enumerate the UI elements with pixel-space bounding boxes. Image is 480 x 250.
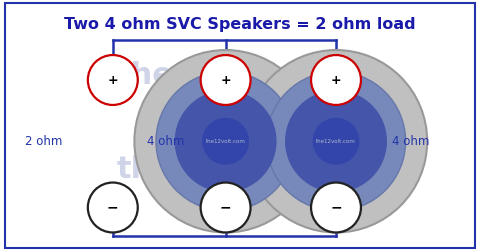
Ellipse shape (266, 72, 406, 211)
Text: 2 ohm: 2 ohm (24, 135, 62, 148)
Text: +: + (331, 74, 341, 86)
Text: the12volt.com: the12volt.com (116, 60, 364, 90)
Ellipse shape (201, 182, 251, 232)
Ellipse shape (203, 118, 249, 164)
Text: the12volt.com: the12volt.com (316, 139, 356, 144)
Text: the12volt.com: the12volt.com (205, 139, 246, 144)
Ellipse shape (313, 118, 359, 164)
Ellipse shape (134, 50, 317, 232)
Text: +: + (220, 74, 231, 86)
Ellipse shape (88, 182, 138, 232)
Ellipse shape (88, 55, 138, 105)
Ellipse shape (156, 72, 295, 211)
Ellipse shape (286, 91, 386, 192)
Ellipse shape (311, 182, 361, 232)
Ellipse shape (201, 55, 251, 105)
Ellipse shape (311, 55, 361, 105)
Text: −: − (107, 200, 119, 214)
Text: −: − (220, 200, 231, 214)
Text: 4 ohm: 4 ohm (392, 135, 429, 148)
Text: +: + (108, 74, 118, 86)
Ellipse shape (175, 91, 276, 192)
Text: −: − (330, 200, 342, 214)
Text: the12volt.com: the12volt.com (116, 156, 364, 184)
Text: 4 ohm: 4 ohm (147, 135, 184, 148)
Ellipse shape (245, 50, 427, 232)
Text: Two 4 ohm SVC Speakers = 2 ohm load: Two 4 ohm SVC Speakers = 2 ohm load (64, 18, 416, 32)
